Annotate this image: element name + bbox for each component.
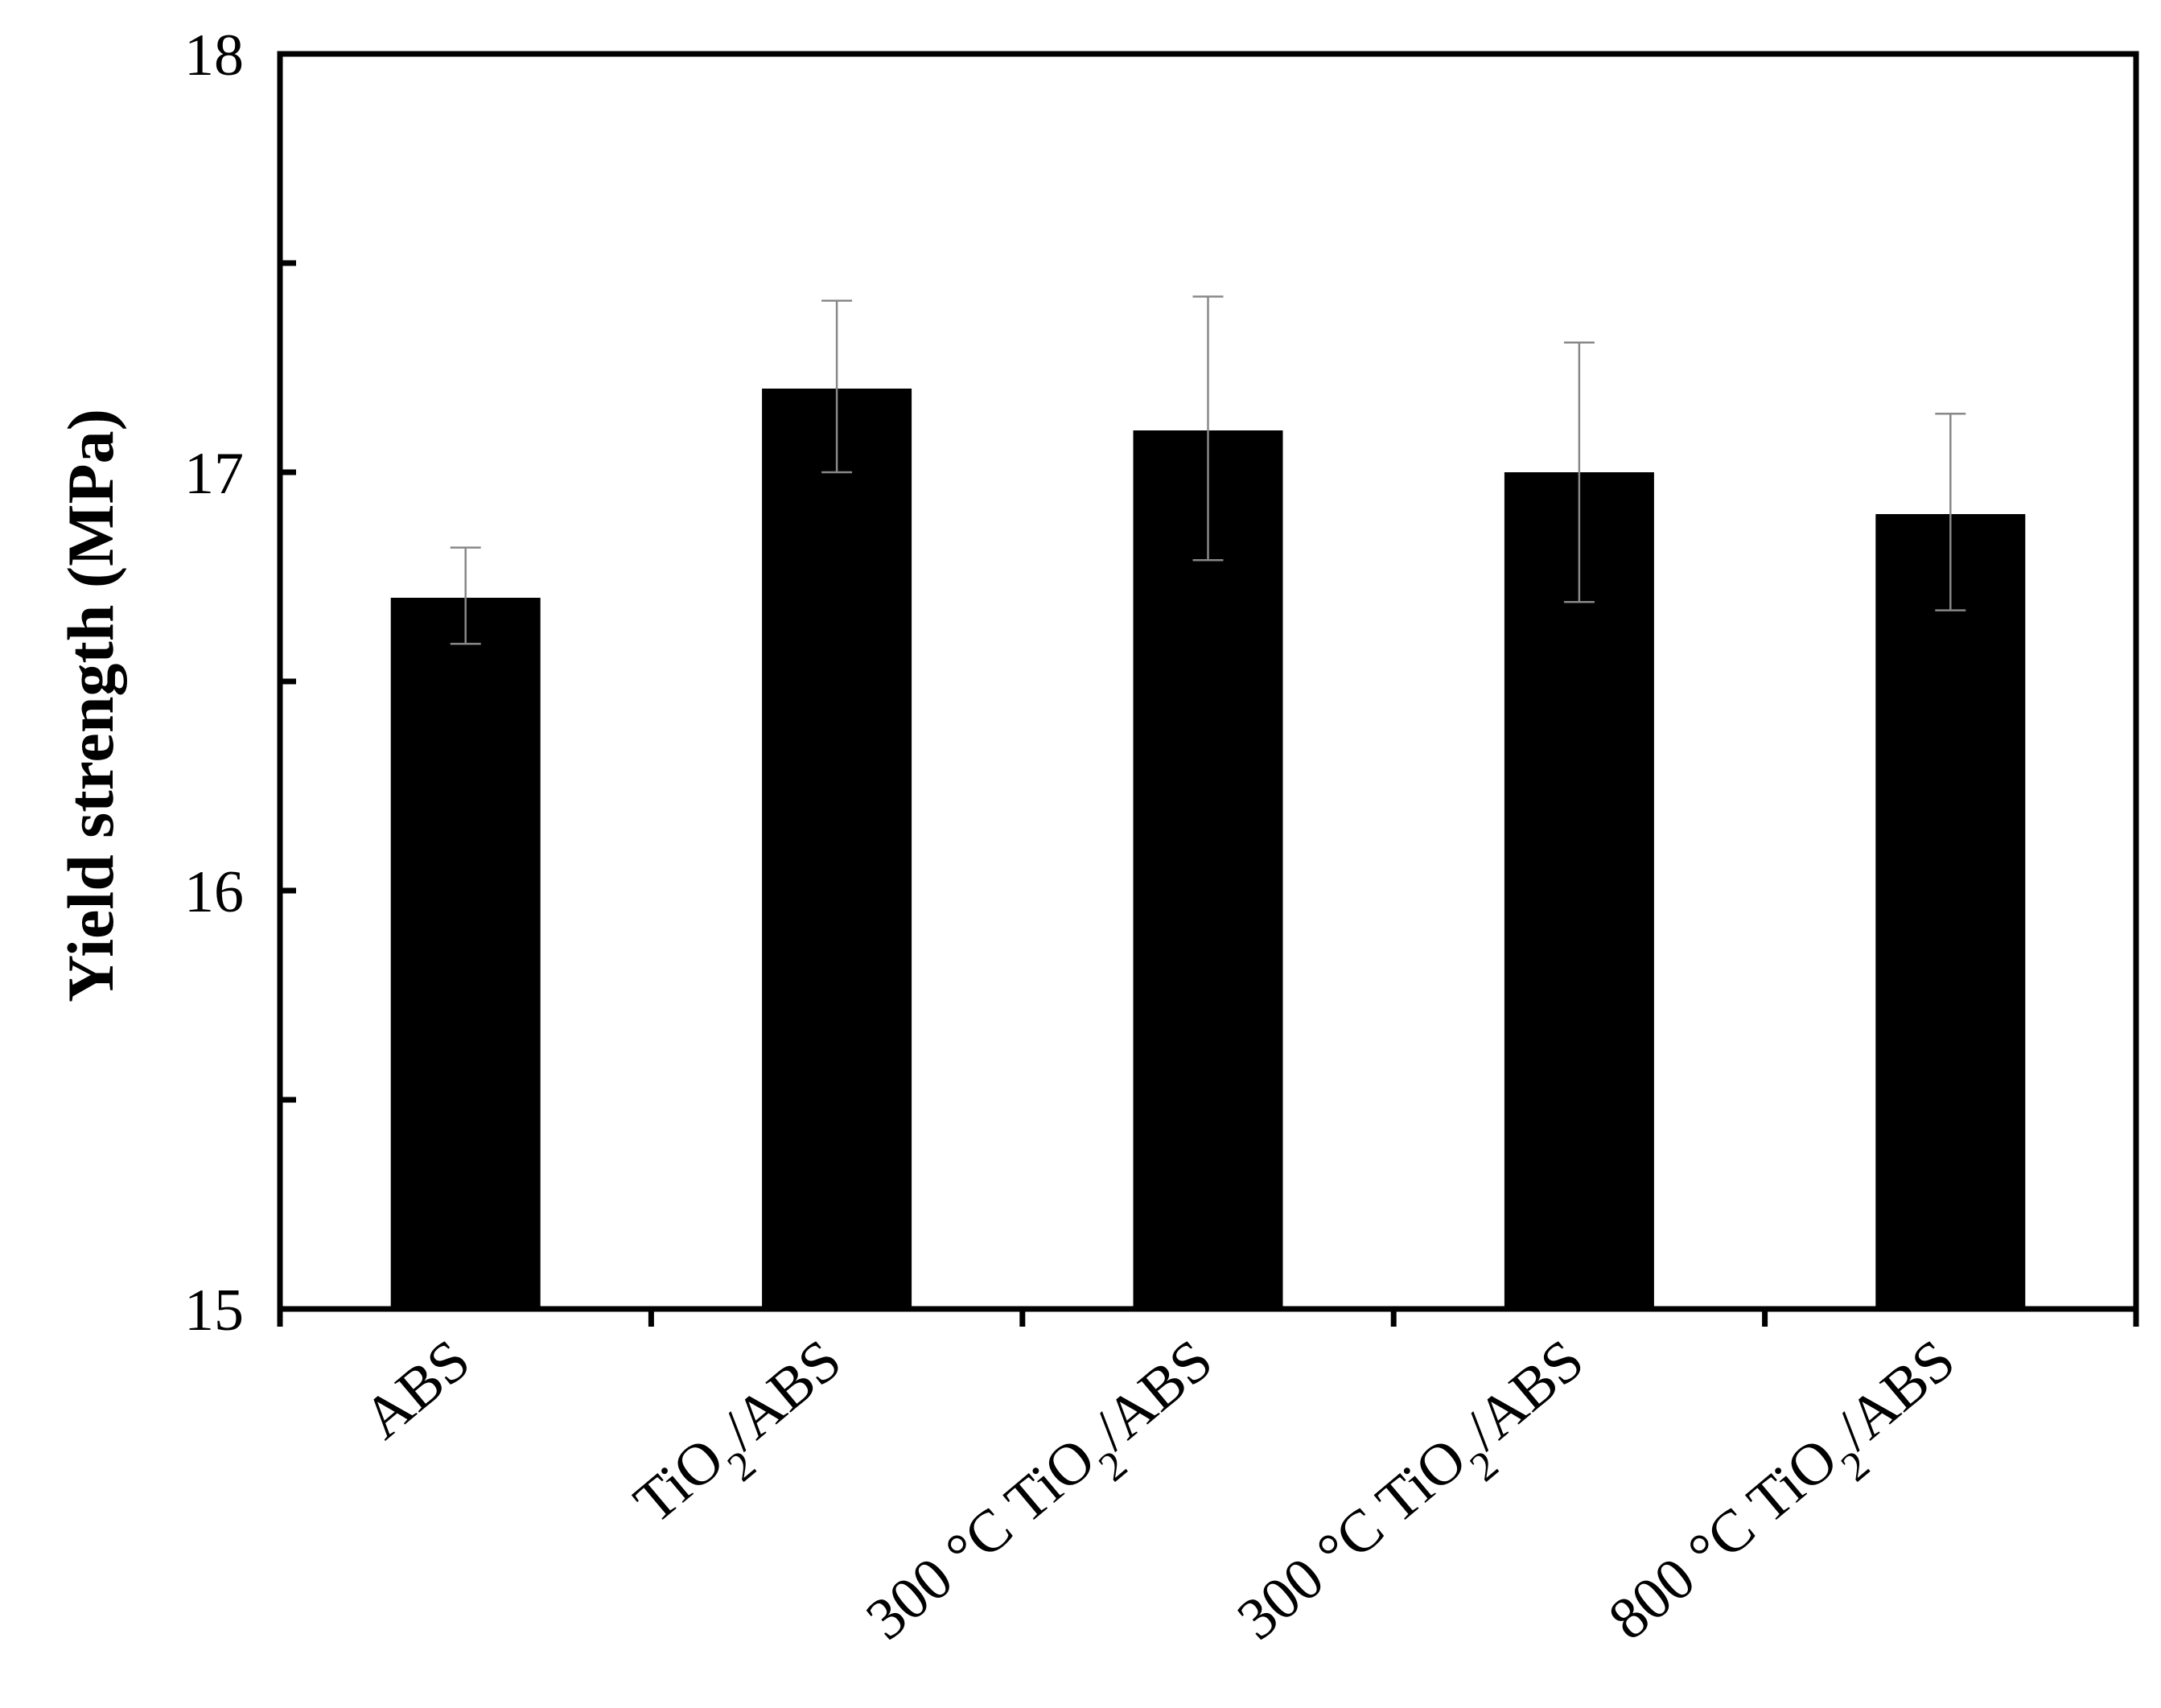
error-bar <box>1192 295 1224 562</box>
bar <box>762 389 912 1309</box>
error-bar <box>450 546 481 645</box>
x-tick-label: 300 °C TiO2/ABS <box>854 1327 1237 1667</box>
error-bar <box>821 299 853 474</box>
y-tick-label: 18 <box>184 23 244 88</box>
bars-layer <box>390 389 2026 1309</box>
x-tick-label: 300 °C TiO2/ABS <box>1225 1327 1608 1667</box>
error-bar <box>1935 412 1966 611</box>
error-bar <box>1563 341 1595 603</box>
error-bars-layer <box>450 295 1966 645</box>
ticks-layer <box>277 51 2139 1327</box>
x-tick-label: 800 °C TiO2/ABS <box>1596 1327 1979 1667</box>
bar <box>390 598 541 1309</box>
bar <box>1133 430 1283 1309</box>
y-tick-label: 17 <box>184 441 244 507</box>
y-tick-label: 16 <box>184 859 244 925</box>
x-tick-label: ABS <box>352 1327 483 1451</box>
y-tick-label: 15 <box>184 1278 244 1344</box>
bar <box>1875 514 2026 1309</box>
x-tick-label: TiO2/ABS <box>622 1327 866 1550</box>
y-axis-label: Yield strength (MPa) <box>54 409 127 1002</box>
bar <box>1504 472 1654 1309</box>
